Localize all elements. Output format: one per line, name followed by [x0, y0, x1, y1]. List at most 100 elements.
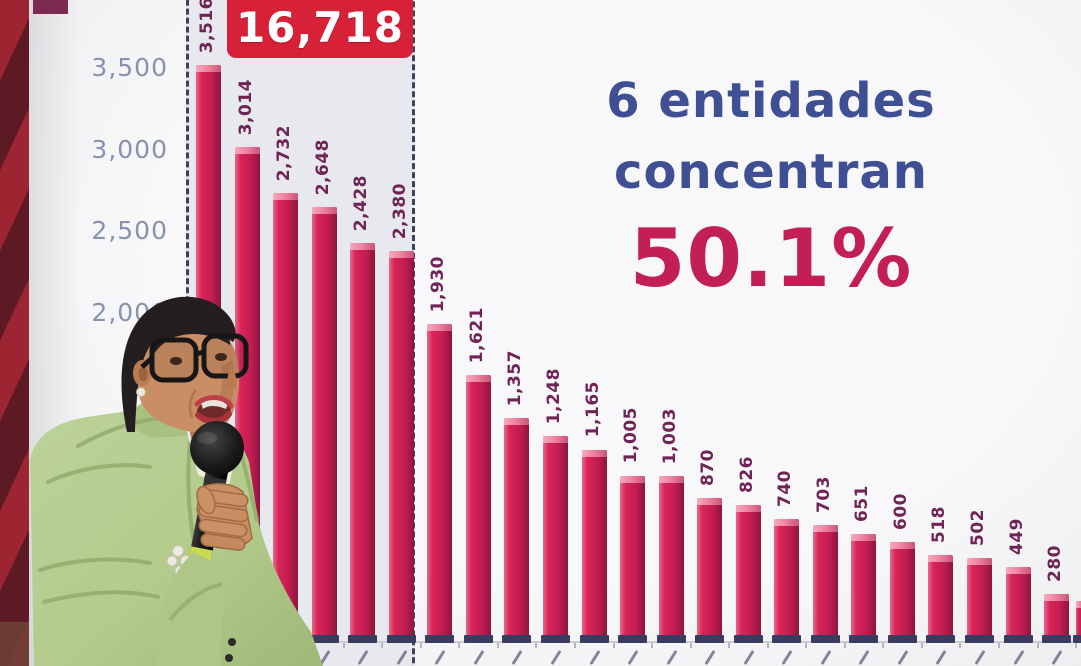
bar [427, 324, 453, 643]
head [121, 296, 249, 434]
bar-value-label: 2,648 [312, 138, 333, 196]
bar-value-label: 449 [1006, 517, 1027, 555]
bar-value-label: 2,428 [351, 174, 372, 232]
bar-base [849, 635, 879, 643]
microphone-windscreen [190, 421, 244, 475]
x-axis-tick [496, 643, 499, 648]
x-axis-tick [959, 643, 962, 648]
bar-value-label: 3,014 [235, 78, 256, 136]
bar-base [887, 635, 917, 643]
bar-value-label: 703 [813, 476, 834, 514]
x-axis-tick [419, 643, 422, 648]
group-total-value: 16,718 [235, 2, 405, 52]
bar-base [733, 635, 763, 643]
bar-value-label: 502 [968, 508, 988, 546]
bar [620, 475, 646, 643]
bar [812, 525, 838, 643]
screen-corner-graphic [33, 0, 68, 14]
bar-value-label: 1,621 [466, 306, 487, 363]
bar [581, 449, 607, 643]
blazer-button [228, 638, 236, 646]
bar-base [1073, 635, 1081, 643]
x-axis-tick [805, 643, 808, 648]
bar-value-label: 651 [852, 484, 873, 522]
wall-floor-edge [0, 622, 29, 666]
bar [851, 533, 877, 643]
x-axis-tick [728, 643, 731, 648]
bar [889, 541, 915, 643]
bar-base [618, 635, 648, 643]
hair [121, 296, 236, 432]
x-axis-tick [612, 643, 615, 648]
bar [774, 519, 800, 643]
sleeve [156, 552, 232, 666]
bar [735, 504, 761, 643]
bar-value-label: 1,248 [543, 367, 564, 424]
mouth [194, 395, 234, 424]
bar-value-label: 870 [698, 448, 719, 486]
headline-annotation: 6 entidades concentran 50.1% [553, 66, 989, 304]
y-axis-tick-label: 2,500 [91, 216, 168, 246]
bar-base [1042, 635, 1072, 643]
bar-value-label: 600 [890, 492, 911, 530]
x-axis-tick [920, 643, 923, 648]
x-axis-tick [1075, 643, 1078, 648]
bar [1044, 594, 1070, 643]
bar-value-label: 826 [736, 455, 757, 493]
bar-base [502, 635, 532, 643]
y-axis-tick-label: 3,000 [91, 134, 168, 164]
bar [388, 250, 414, 643]
x-axis-tick [381, 643, 384, 648]
bar-base [579, 635, 609, 643]
bar-base [695, 635, 725, 643]
partial-bar [1076, 601, 1081, 643]
speaker [30, 296, 323, 666]
x-axis-tick [689, 643, 692, 648]
bar [697, 497, 723, 643]
x-axis-tick [651, 643, 654, 648]
annotation-line-2: concentran [614, 144, 928, 201]
x-axis-tick [998, 643, 1000, 648]
bar [542, 435, 568, 643]
annotation-line-1: 6 entidades [606, 73, 936, 129]
bar-value-label: 1,003 [659, 407, 680, 465]
x-axis-tick [766, 643, 769, 648]
x-axis-tick [843, 643, 846, 648]
bar-value-label: 1,165 [582, 381, 603, 438]
annotation-percent: 50.1% [629, 212, 913, 306]
x-axis-tick [882, 643, 885, 648]
bar-base [540, 635, 570, 643]
bar-base [425, 635, 455, 643]
bar-value-label: 3,516 [197, 0, 217, 54]
x-axis-tick [1036, 643, 1039, 648]
bar-value-label: 2,732 [274, 125, 295, 182]
bar-base [965, 635, 994, 643]
pearl-earring [136, 387, 146, 397]
bar-base [926, 635, 956, 643]
bar [311, 207, 337, 643]
bar-base [309, 635, 339, 643]
x-axis-tick [535, 643, 538, 648]
bar-value-label: 1,005 [621, 407, 642, 464]
bar-value-label: 740 [775, 470, 796, 508]
bar [350, 243, 376, 643]
group-total-badge: 16,718 [227, 0, 413, 58]
bar [504, 418, 530, 643]
y-axis-tick-label: 3,500 [91, 52, 168, 82]
x-axis-tick [342, 643, 345, 648]
bar-value-label: 1,357 [505, 349, 526, 407]
bar-base [656, 635, 686, 643]
blazer-button [225, 654, 233, 662]
bar-base [463, 635, 493, 643]
x-axis-tick [573, 643, 576, 648]
bar-value-label: 2,380 [389, 182, 410, 239]
glasses [140, 333, 249, 383]
bar [273, 193, 299, 643]
x-axis-tick [458, 643, 461, 648]
bar-base [348, 635, 378, 643]
bar-value-label: 280 [1045, 545, 1066, 583]
wall-stripe [0, 0, 29, 666]
bar [928, 555, 954, 643]
bar-value-label: 1,930 [428, 256, 449, 313]
